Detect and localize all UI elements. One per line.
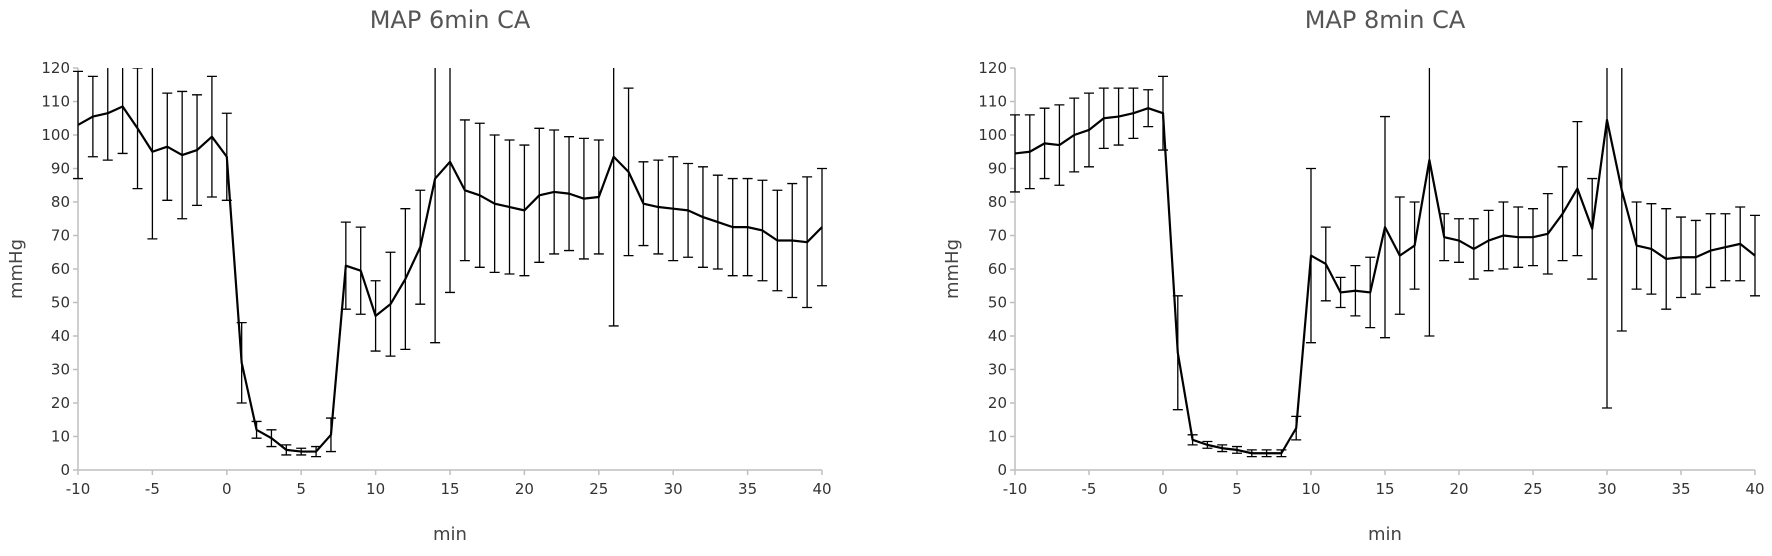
- y-tick-label: 80: [51, 193, 70, 211]
- y-tick-label: 110: [41, 93, 70, 111]
- error-bar: [1602, 68, 1612, 409]
- x-tick-label: 40: [1745, 480, 1764, 498]
- x-tick-label: 15: [1375, 480, 1394, 498]
- x-axis-label: min: [433, 524, 467, 545]
- x-tick-label: -10: [1003, 480, 1028, 498]
- error-bar: [1424, 68, 1435, 337]
- x-tick-label: 5: [1232, 480, 1242, 498]
- x-axis-label: min: [1368, 524, 1402, 545]
- x-tick-label: 0: [1158, 480, 1168, 498]
- chart-title: MAP 6min CA: [370, 6, 531, 34]
- y-tick-label: 60: [988, 260, 1007, 278]
- x-tick-label: -5: [1082, 480, 1097, 498]
- x-tick-label: 0: [222, 480, 232, 498]
- error-bar: [608, 68, 619, 327]
- x-tick-label: 10: [1301, 480, 1320, 498]
- x-tick-label: 20: [515, 480, 534, 498]
- y-tick-label: 50: [51, 294, 70, 312]
- data-line: [1014, 107, 1756, 455]
- y-tick-label: 70: [51, 227, 70, 245]
- y-tick-label: 90: [988, 160, 1007, 178]
- x-tick-label: 40: [812, 480, 831, 498]
- y-tick-label: 120: [978, 59, 1007, 77]
- y-axis-label: mmHg: [942, 239, 963, 299]
- x-tick-label: 30: [664, 480, 683, 498]
- y-tick-label: 10: [988, 428, 1007, 446]
- x-tick-label: 10: [366, 480, 385, 498]
- x-tick-label: 35: [1671, 480, 1690, 498]
- y-tick-label: 10: [51, 428, 70, 446]
- y-tick-label: 50: [988, 294, 1007, 312]
- y-tick-label: 30: [51, 361, 70, 379]
- y-tick-label: 0: [60, 461, 70, 479]
- y-tick-label: 110: [978, 93, 1007, 111]
- y-tick-label: 80: [988, 193, 1007, 211]
- x-tick-label: 25: [1523, 480, 1542, 498]
- x-tick-label: 30: [1597, 480, 1616, 498]
- x-tick-label: 35: [738, 480, 757, 498]
- y-tick-label: 100: [978, 126, 1007, 144]
- y-tick-label: 90: [51, 160, 70, 178]
- y-tick-label: 20: [988, 394, 1007, 412]
- error-bars: [73, 68, 827, 458]
- y-tick-label: 0: [997, 461, 1007, 479]
- x-tick-label: -10: [66, 480, 91, 498]
- chart: MAP 6min CAminmmHg0102030405060708090100…: [6, 6, 832, 545]
- y-tick-label: 20: [51, 394, 70, 412]
- y-tick-label: 40: [51, 327, 70, 345]
- y-tick-label: 30: [988, 361, 1007, 379]
- chart-title: MAP 8min CA: [1305, 6, 1466, 34]
- x-tick-label: 20: [1449, 480, 1468, 498]
- y-tick-label: 70: [988, 227, 1007, 245]
- x-tick-label: 25: [589, 480, 608, 498]
- y-tick-label: 40: [988, 327, 1007, 345]
- y-tick-label: 100: [41, 126, 70, 144]
- x-tick-label: -5: [145, 480, 160, 498]
- chart: MAP 8min CAminmmHg0102030405060708090100…: [942, 6, 1765, 545]
- y-axis-label: mmHg: [6, 239, 27, 299]
- x-tick-label: 15: [440, 480, 459, 498]
- x-tick-label: 5: [296, 480, 306, 498]
- data-line: [77, 105, 823, 453]
- y-tick-label: 120: [41, 59, 70, 77]
- y-tick-label: 60: [51, 260, 70, 278]
